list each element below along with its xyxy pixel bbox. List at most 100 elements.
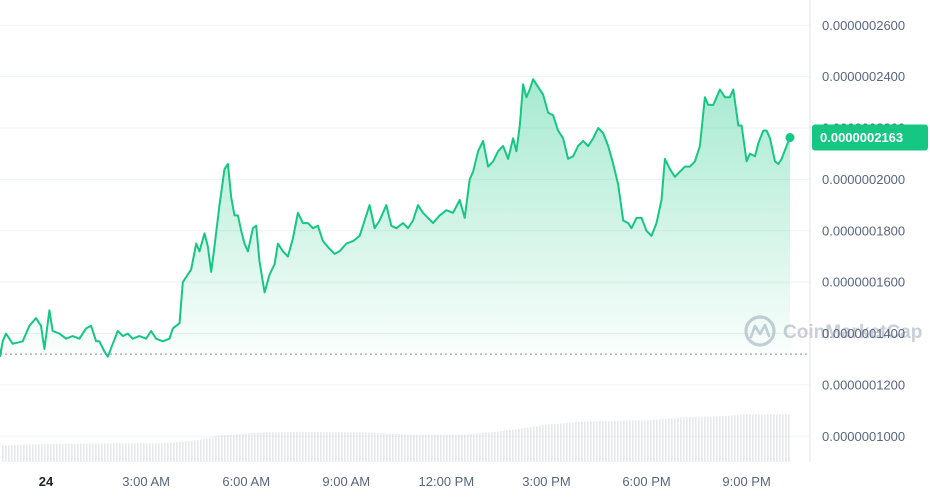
volume-bar bbox=[251, 433, 253, 462]
volume-bar bbox=[137, 443, 139, 462]
volume-bar bbox=[20, 444, 22, 462]
volume-bar bbox=[29, 444, 31, 462]
volume-bar bbox=[449, 434, 451, 462]
volume-bar bbox=[119, 443, 121, 462]
volume-bar bbox=[518, 428, 520, 462]
volume-bar bbox=[680, 417, 682, 462]
volume-bar bbox=[143, 443, 145, 462]
volume-bar bbox=[314, 431, 316, 462]
volume-bar bbox=[254, 433, 256, 462]
volume-bar bbox=[158, 443, 160, 462]
volume-bar bbox=[365, 432, 367, 462]
x-tick-label: 3:00 PM bbox=[522, 474, 570, 489]
volume-bar bbox=[110, 443, 112, 462]
volume-bar bbox=[179, 441, 181, 462]
volume-bar bbox=[587, 421, 589, 462]
volume-bar bbox=[122, 443, 124, 462]
volume-bar bbox=[353, 432, 355, 462]
volume-bar bbox=[284, 432, 286, 462]
volume-bar bbox=[41, 444, 43, 462]
volume-bar bbox=[218, 435, 220, 462]
volume-bar bbox=[503, 430, 505, 462]
volume-bar bbox=[539, 425, 541, 462]
volume-bar bbox=[317, 431, 319, 462]
volume-bar bbox=[626, 420, 628, 462]
volume-bar bbox=[308, 431, 310, 462]
volume-bar bbox=[65, 443, 67, 462]
volume-bar bbox=[542, 425, 544, 462]
volume-bar bbox=[761, 414, 763, 462]
volume-bar bbox=[299, 431, 301, 462]
volume-bar bbox=[395, 433, 397, 462]
volume-bar bbox=[767, 414, 769, 462]
volume-bar bbox=[398, 433, 400, 462]
volume-bar bbox=[344, 432, 346, 462]
volume-bar bbox=[584, 421, 586, 462]
volume-bar bbox=[608, 421, 610, 462]
y-tick-label: 0.0000002400 bbox=[822, 69, 905, 84]
volume-bar bbox=[275, 432, 277, 462]
volume-bar bbox=[278, 432, 280, 462]
volume-bar bbox=[383, 433, 385, 462]
volume-bar bbox=[140, 443, 142, 462]
volume-bar bbox=[488, 432, 490, 462]
volume-bar bbox=[689, 417, 691, 462]
volume-bar bbox=[665, 418, 667, 462]
volume-bar bbox=[62, 443, 64, 462]
volume-bar bbox=[290, 431, 292, 462]
volume-bar bbox=[710, 416, 712, 462]
y-tick-label: 0.0000001400 bbox=[822, 326, 905, 341]
volume-bar bbox=[677, 417, 679, 462]
volume-bar bbox=[614, 420, 616, 462]
volume-bar bbox=[206, 438, 208, 462]
volume-bar bbox=[11, 445, 13, 462]
volume-bar bbox=[437, 434, 439, 462]
volume-bar bbox=[635, 420, 637, 462]
volume-bar bbox=[431, 434, 433, 462]
volume-bar bbox=[734, 415, 736, 462]
volume-bar bbox=[26, 444, 28, 462]
volume-bar bbox=[185, 441, 187, 462]
volume-bar bbox=[485, 432, 487, 462]
volume-bar bbox=[98, 443, 100, 462]
volume-bar bbox=[113, 443, 115, 462]
volume-bar bbox=[341, 432, 343, 462]
volume-bar bbox=[17, 444, 19, 462]
volume-bar bbox=[743, 414, 745, 462]
volume-bar bbox=[728, 415, 730, 462]
volume-bar bbox=[83, 443, 85, 462]
volume-bar bbox=[668, 418, 670, 462]
volume-bar bbox=[194, 440, 196, 462]
volume-bar bbox=[647, 420, 649, 462]
volume-bar bbox=[500, 431, 502, 462]
volume-bar bbox=[671, 418, 673, 462]
volume-bar bbox=[377, 433, 379, 462]
volume-bar bbox=[638, 420, 640, 462]
volume-bar bbox=[362, 432, 364, 462]
volume-bar bbox=[164, 443, 166, 462]
volume-bar bbox=[452, 434, 454, 462]
volume-bar bbox=[662, 418, 664, 462]
volume-bar bbox=[233, 434, 235, 462]
volume-bar bbox=[596, 421, 598, 462]
volume-bar bbox=[2, 445, 4, 462]
volume-bar bbox=[776, 414, 778, 462]
volume-bar bbox=[764, 414, 766, 462]
volume-bar bbox=[656, 419, 658, 462]
volume-bar bbox=[692, 417, 694, 462]
price-line bbox=[0, 78, 791, 358]
volume-bar bbox=[620, 420, 622, 462]
volume-bar bbox=[197, 440, 199, 462]
x-tick-label: 9:00 PM bbox=[722, 474, 770, 489]
volume-bar bbox=[236, 434, 238, 462]
current-price-tag: 0.0000002163 bbox=[812, 124, 928, 151]
volume-bar bbox=[788, 414, 790, 462]
volume-bar bbox=[14, 445, 16, 462]
y-tick-label: 0.0000001000 bbox=[822, 429, 905, 444]
volume-bar bbox=[293, 431, 295, 462]
volume-bar bbox=[392, 433, 394, 462]
volume-bar bbox=[557, 423, 559, 462]
x-tick-label: 24 bbox=[39, 474, 54, 489]
volume-bar bbox=[545, 424, 547, 462]
